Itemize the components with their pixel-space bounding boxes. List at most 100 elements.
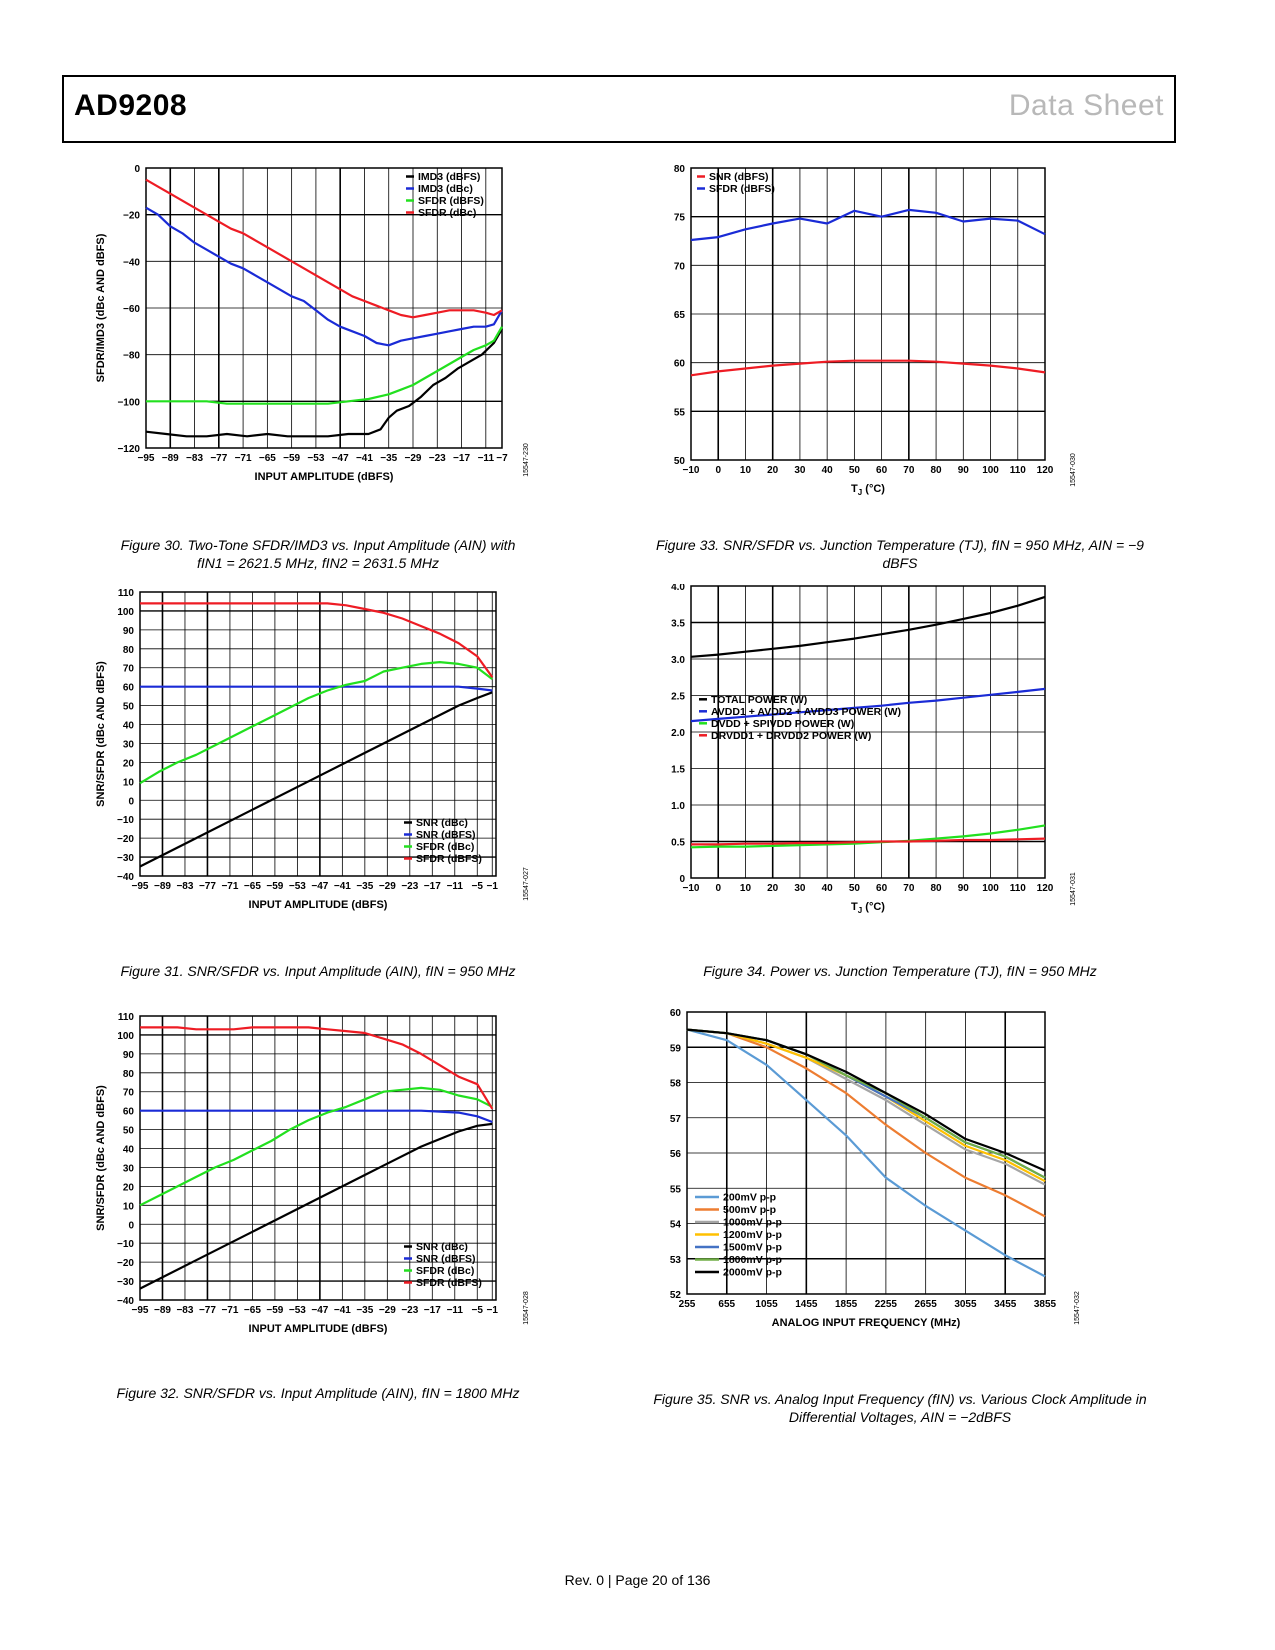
y-tick-label: 0 [128,1220,134,1231]
x-tick-label: 60 [876,465,888,476]
x-tick-label: 3055 [954,1299,977,1310]
page-header: AD9208 Data Sheet [62,75,1176,143]
y-tick-label: 54 [670,1220,682,1231]
x-tick-label: −77 [199,1305,216,1316]
x-tick-label: −23 [401,881,418,892]
y-tick-label: 100 [117,607,134,618]
chart-fig30-svg: −95 −89 −83 −77 −71 −65 −59 −53 −47 −41 −35 −29 −23−… [95,164,530,483]
x-tick-label: 50 [849,465,861,476]
series-line-2 [139,1086,493,1207]
legend-label: 1200mV p-p [723,1229,782,1241]
caption-fig30-line2: fIN1 = 2621.5 MHz, fIN2 = 2631.5 MHz [196,555,439,571]
y-tick-label: 4.0 [671,584,685,593]
chart-fig32: −95 −89 −83 −77 −71 −65 −59 −53 −47 −41 −35 −29 −23−… [88,1008,548,1368]
x-tick-label: 1855 [835,1299,858,1310]
x-tick-label: 655 [718,1299,735,1310]
y-axis-label: SFDR/IMD3 (dBc AND dBFS) [95,233,107,382]
x-tick-label: 3855 [1034,1299,1057,1310]
y-tick-label: 52 [670,1290,682,1301]
x-tick-label: 110 [1010,465,1027,476]
y-tick-label: 90 [123,626,135,637]
chart-fig31: −95 −89 −83 −77 −71 −65 −59 −53 −47 −41 −35 −29 −23−… [88,584,548,944]
x-tick-label: 70 [903,883,915,894]
caption-fig30-line1: Figure 30. Two-Tone SFDR/IMD3 vs. Input … [120,537,516,553]
x-tick-label: 80 [931,883,943,894]
legend-label: AVDD1 + AVDD2 + AVDD3 POWER (W) [711,706,901,718]
y-tick-label: 0 [134,164,140,175]
legend-label: SNR (dBFS) [416,829,476,841]
x-tick-label: 30 [794,883,806,894]
x-tick-label: −95 [132,881,149,892]
y-tick-label: 70 [123,664,135,675]
y-tick-label: 60 [123,1107,135,1118]
x-axis-label: INPUT AMPLITUDE (dBFS) [249,1323,388,1335]
series-line-3 [140,1026,494,1110]
series-line-1 [145,206,503,347]
chart-fig34-svg: −10 0 10 20 30 40 50 60 70 80 90 100 110 12000.51.01.… [671,584,1077,915]
x-axis-label: INPUT AMPLITUDE (dBFS) [255,471,394,483]
series-line-1 [140,685,493,692]
legend-label: 1500mV p-p [723,1242,782,1254]
y-tick-label: −40 [123,257,140,268]
x-tick-label: −7 [496,453,508,464]
figure-code: 15547-027 [523,867,530,901]
y-tick-label: 60 [670,1008,682,1019]
series-line-1 [690,687,1046,723]
legend-label: SNR (dBFS) [709,171,769,183]
x-tick-label: −5 [472,881,484,892]
x-tick-label: −1 [487,881,499,892]
x-tick-label: −47 [311,1305,328,1316]
y-tick-label: −80 [123,351,140,362]
x-tick-label: −5 [472,1305,484,1316]
series-line-0 [686,1028,1046,1278]
x-tick-label: −10 [683,883,700,894]
legend-label: 1800mV p-p [723,1254,782,1266]
y-tick-label: −20 [117,1258,134,1269]
legend-label: 200mV p-p [723,1192,776,1204]
series-line-1 [690,208,1046,242]
x-tick-label: −17 [424,881,441,892]
chart-fig33: −10 0 10 20 30 40 50 60 70 80 90 100 110 120 50 55 60 65 7… [665,160,1145,530]
legend-label: IMD3 (dBc) [418,183,473,195]
series-line-1 [686,1028,1046,1218]
x-tick-label: −1 [487,1305,499,1316]
x-tick-label: −89 [154,881,171,892]
y-tick-label: 3.5 [671,619,685,630]
x-tick-label: 2255 [875,1299,898,1310]
x-tick-label: −35 [356,1305,373,1316]
caption-fig33: Figure 33. SNR/SFDR vs. Junction Tempera… [640,536,1160,572]
y-tick-label: 57 [670,1114,682,1125]
y-tick-label: −10 [117,1239,134,1250]
y-tick-label: 30 [123,1163,135,1174]
y-tick-label: 110 [118,588,135,599]
x-tick-label: −11 [478,453,495,464]
x-tick-label: −53 [289,881,306,892]
legend-label: SFDR (dBc) [416,1265,474,1277]
series-line-0 [690,359,1046,377]
y-tick-label: 60 [123,683,135,694]
legend-label: SNR (dBc) [416,1241,468,1253]
y-tick-label: −10 [117,815,134,826]
legend-label: SFDR (dBc) [416,841,474,853]
series-line-3 [140,602,494,678]
chart-fig31-svg: −95 −89 −83 −77 −71 −65 −59 −53 −47 −41 −35 −29 −23−… [95,588,530,911]
y-tick-label: −30 [117,853,134,864]
y-tick-label: −40 [117,872,134,883]
x-tick-label: −23 [401,1305,418,1316]
figure-code: 15547-032 [1074,1291,1081,1325]
legend-label: 500mV p-p [723,1204,776,1216]
y-axis-label: SNR/SFDR (dBc AND dBFS) [95,661,107,807]
x-tick-label: 90 [958,883,970,894]
caption-fig30: Figure 30. Two-Tone SFDR/IMD3 vs. Input … [88,536,548,572]
x-tick-label: 120 [1037,883,1054,894]
x-tick-label: 70 [903,465,915,476]
y-tick-label: −60 [123,304,140,315]
caption-fig34-line1: Figure 34. Power vs. Junction Temperatur… [703,963,1097,979]
legend-label: TOTAL POWER (W) [711,694,807,706]
x-tick-label: −89 [162,453,179,464]
caption-fig31: Figure 31. SNR/SFDR vs. Input Amplitude … [88,962,548,980]
y-tick-label: 75 [674,213,686,224]
y-tick-label: 0 [128,796,134,807]
legend-label: DRVDD1 + DRVDD2 POWER (W) [711,730,871,742]
x-tick-label: 20 [767,883,779,894]
